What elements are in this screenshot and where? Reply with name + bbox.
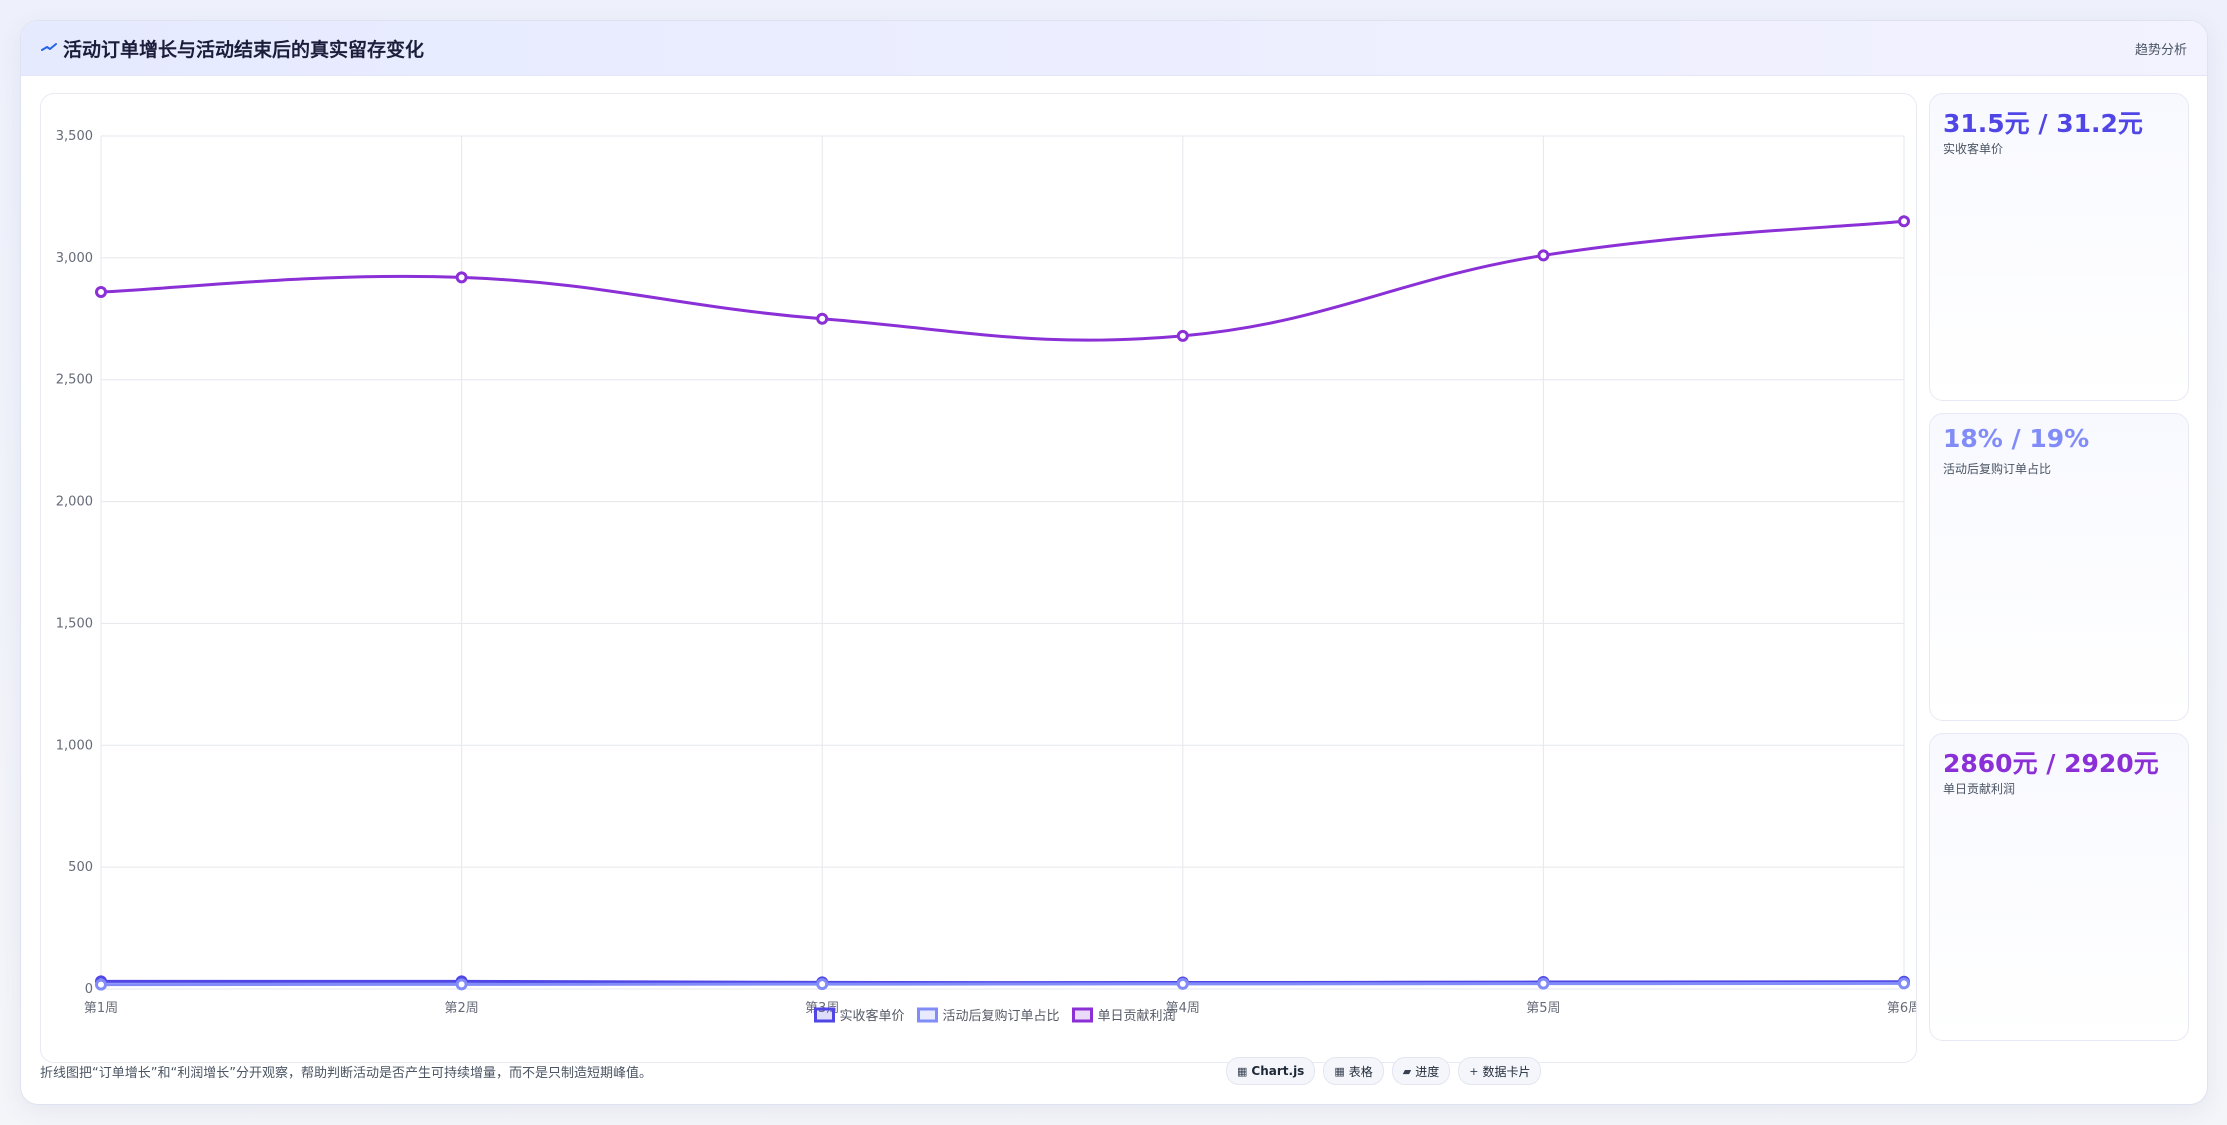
legend-label: 活动后复购订单占比 (943, 1008, 1060, 1024)
stat-card-avg-price: 31.5元 / 31.2元 实收客单价 (1929, 93, 2189, 401)
series-point-3 (1537, 249, 1550, 262)
series-point-3 (95, 285, 107, 298)
progress-icon: ▰ (1402, 1064, 1412, 1078)
series-point-2 (816, 978, 829, 991)
legend-swatch (1072, 1007, 1093, 1023)
series-point-2 (455, 978, 468, 991)
chart-icon: ▦ (1237, 1064, 1248, 1078)
y-tick-label: 1,000 (56, 738, 93, 753)
series-line-2 (100, 981, 1905, 987)
chart-footnote: 折线图把“订单增长”和“利润增长”分开观察，帮助判断活动是否产生可持续增量，而不… (40, 1066, 652, 1081)
legend-label: 单日贡献利润 (1098, 1009, 1176, 1024)
chip-label: 表格 (1348, 1064, 1373, 1079)
x-tick-label: 第6周 (1887, 1001, 1916, 1016)
series-point-2 (1898, 977, 1910, 990)
stat-card-label: 实收客单价 (1943, 142, 2004, 156)
chip-label: 进度 (1415, 1064, 1440, 1079)
stat-card-daily-profit: 2860元 / 2920元 单日贡献利润 (1929, 733, 2189, 1041)
y-tick-label: 500 (68, 860, 93, 875)
x-tick-label: 第2周 (444, 1001, 478, 1016)
page-title: 活动订单增长与活动结束后的真实留存变化 (63, 39, 425, 61)
series-point-3 (1898, 215, 1910, 228)
y-tick-label: 3,500 (56, 129, 93, 144)
chip-chartjs[interactable]: ▦ Chart.js (1226, 1057, 1316, 1085)
series-point-3 (455, 271, 468, 284)
legend-swatch (917, 1007, 938, 1023)
y-tick-label: 1,500 (56, 616, 93, 631)
y-tick-label: 2,500 (56, 373, 93, 388)
trend-analysis-link[interactable]: 趋势分析 (2134, 43, 2187, 58)
series-point-3 (816, 312, 829, 325)
legend-swatch (814, 1007, 835, 1023)
y-tick-label: 0 (85, 982, 93, 997)
series-point-2 (95, 978, 107, 991)
stat-card-value: 2860元 / 2920元 (1943, 749, 2159, 778)
series-line-3 (100, 219, 1905, 342)
y-tick-label: 2,000 (56, 495, 93, 510)
chip-data-card[interactable]: + 数据卡片 (1458, 1057, 1542, 1085)
chip-table[interactable]: ▦ 表格 (1323, 1057, 1384, 1085)
chip-label: 数据卡片 (1482, 1064, 1531, 1079)
series-point-2 (1537, 977, 1550, 990)
line-chart-card: 0 500 1,000 1,500 2,000 2,500 3,000 3,500 第1周 第2周… (40, 93, 1917, 1063)
table-icon: ▦ (1334, 1064, 1345, 1078)
y-tick-label: 3,000 (56, 251, 93, 266)
stat-card-value: 31.5元 / 31.2元 (1943, 109, 2143, 138)
series-point-2 (1176, 977, 1189, 990)
chip-bar: ▦ Chart.js ▦ 表格 ▰ 进度 + 数据卡片 (1226, 1057, 1542, 1085)
x-tick-label: 第4周 (1166, 1001, 1200, 1016)
x-tick-label: 第5周 (1526, 1001, 1560, 1016)
legend-label: 实收客单价 (840, 1008, 905, 1024)
series-point-3 (1176, 329, 1189, 342)
stat-card-label: 单日贡献利润 (1943, 782, 2016, 796)
chip-label: Chart.js (1251, 1064, 1305, 1078)
trend-line-icon (41, 43, 57, 51)
stat-card-label: 活动后复购订单占比 (1943, 462, 2052, 476)
stat-card-value: 18% / 19% (1943, 424, 2090, 453)
header-bar: 活动订单增长与活动结束后的真实留存变化 趋势分析 (21, 21, 2207, 76)
chip-progress[interactable]: ▰ 进度 (1391, 1057, 1451, 1085)
x-tick-label: 第1周 (84, 1001, 118, 1016)
stat-card-repurchase-ratio: 18% / 19% 活动后复购订单占比 (1929, 413, 2189, 721)
line-chart: 0 500 1,000 1,500 2,000 2,500 3,000 3,500 第1周 第2周… (56, 129, 1916, 1024)
data-card-icon: + (1469, 1064, 1479, 1078)
dashboard-frame: 活动订单增长与活动结束后的真实留存变化 趋势分析 0 500 1,000 1,500 2… (20, 20, 2208, 1105)
